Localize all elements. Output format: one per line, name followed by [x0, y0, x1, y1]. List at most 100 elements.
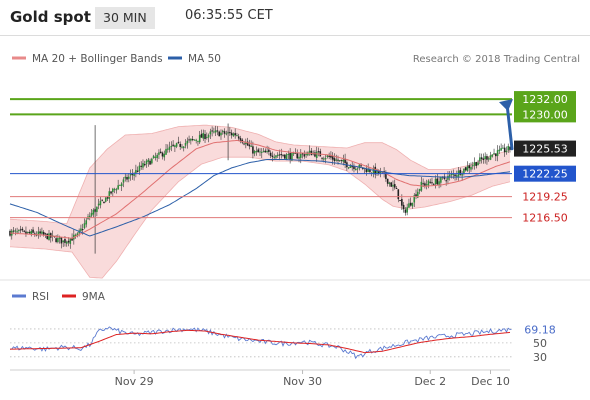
candle-body: [181, 146, 183, 148]
candle-body: [126, 177, 128, 180]
candle-body: [484, 156, 486, 160]
candle-body: [42, 231, 45, 235]
candle-body: [253, 151, 256, 154]
candle-body: [259, 151, 261, 153]
candle-body: [234, 133, 236, 136]
candle-body: [402, 204, 405, 210]
candle-body: [376, 169, 378, 174]
candle-body: [32, 229, 34, 233]
candle-body: [211, 130, 213, 132]
candle-body: [436, 178, 439, 185]
candle-body: [315, 151, 318, 159]
bollinger-lower-line: [9, 156, 511, 279]
candle-body: [425, 184, 428, 186]
candle-body: [495, 153, 497, 157]
candle-body: [308, 150, 311, 153]
candle-body: [509, 146, 511, 150]
candle-body: [14, 230, 17, 232]
candle-body: [292, 153, 295, 155]
candle-body: [331, 156, 334, 160]
candle-body: [503, 147, 506, 153]
candle-body: [409, 202, 412, 206]
legend-label-rsi: RSI: [32, 291, 49, 303]
candle-body: [48, 233, 50, 240]
level-1222-25-badge: [514, 165, 576, 182]
candle-body: [491, 154, 494, 157]
candle-body: [25, 231, 27, 234]
bollinger-band-fill: [10, 125, 510, 279]
candle-body: [321, 157, 323, 159]
candle-body: [39, 231, 41, 234]
candle-body: [326, 155, 329, 157]
candle-body: [198, 135, 201, 143]
x-tick-label: Nov 29: [115, 375, 154, 388]
candle-body: [117, 185, 119, 190]
candle-body: [438, 181, 440, 185]
instrument-title: Gold spot: [10, 8, 91, 26]
candle-body: [190, 138, 192, 141]
candle-body: [269, 152, 272, 156]
candle-body: [289, 152, 291, 160]
level-1219-25-label: 1219.25: [522, 191, 568, 204]
candle-body: [496, 150, 499, 157]
candle-body: [507, 146, 510, 151]
bollinger-upper-line: [9, 124, 511, 225]
candle-body: [113, 188, 116, 190]
candle-body: [28, 231, 31, 234]
candle-body: [174, 145, 176, 147]
candle-body: [108, 191, 111, 199]
level-1232-00-badge: [514, 91, 576, 108]
candle-body: [168, 146, 171, 150]
chart-header: Gold spot 30 MIN 06:35:55 CET: [0, 0, 590, 36]
candle-body: [466, 166, 469, 171]
candle-body: [26, 231, 29, 233]
candle-body: [57, 238, 59, 243]
candle-body: [184, 143, 187, 146]
candle-body: [167, 148, 169, 150]
candle-body: [18, 229, 20, 231]
candle-body: [505, 150, 508, 153]
candle-body: [65, 241, 68, 244]
price-levels: 1232.00 1230.00 1225.53 1222.25 1219.25 1216.…: [10, 91, 576, 226]
candle-body: [482, 158, 485, 160]
candle-body: [207, 134, 210, 138]
candle-body: [209, 131, 212, 135]
candle-body: [34, 233, 36, 235]
x-tick-label: Nov 30: [283, 375, 322, 388]
timeframe-selector[interactable]: 30 MIN: [95, 7, 155, 29]
candle-body: [475, 162, 478, 166]
candle-body: [275, 155, 277, 158]
candle-body: [41, 231, 43, 234]
rsi-line: [9, 326, 511, 360]
candle-body: [129, 174, 132, 176]
candle-body: [397, 189, 400, 200]
rsi-tick-label-30: 30: [533, 351, 547, 364]
candle-body: [44, 233, 47, 235]
candle-body: [305, 154, 307, 156]
candle-body: [372, 168, 375, 174]
candle-body: [432, 184, 435, 186]
level-1219-25-badge: [514, 188, 576, 205]
candle-body: [260, 151, 263, 153]
candle-body: [85, 220, 88, 225]
candle-body: [83, 223, 86, 229]
candle-body: [401, 198, 403, 206]
timestamp: 06:35:55 CET: [185, 8, 273, 23]
candle-body: [291, 153, 293, 161]
level-1230-00-label: 1230.00: [522, 108, 568, 121]
ma20-line: [9, 139, 511, 239]
candle-body: [480, 157, 483, 160]
candle-body: [177, 141, 180, 143]
legend-label-9ma: 9MA: [82, 291, 106, 303]
candle-body: [37, 231, 40, 236]
candle-body: [429, 181, 432, 183]
candle-body: [266, 151, 268, 153]
candle-body: [200, 133, 203, 138]
candle-body: [317, 151, 320, 153]
candle-body: [354, 168, 357, 171]
candle-body: [97, 203, 100, 206]
candle-body: [156, 154, 158, 159]
candle-body: [443, 176, 446, 180]
candle-body: [119, 184, 121, 186]
